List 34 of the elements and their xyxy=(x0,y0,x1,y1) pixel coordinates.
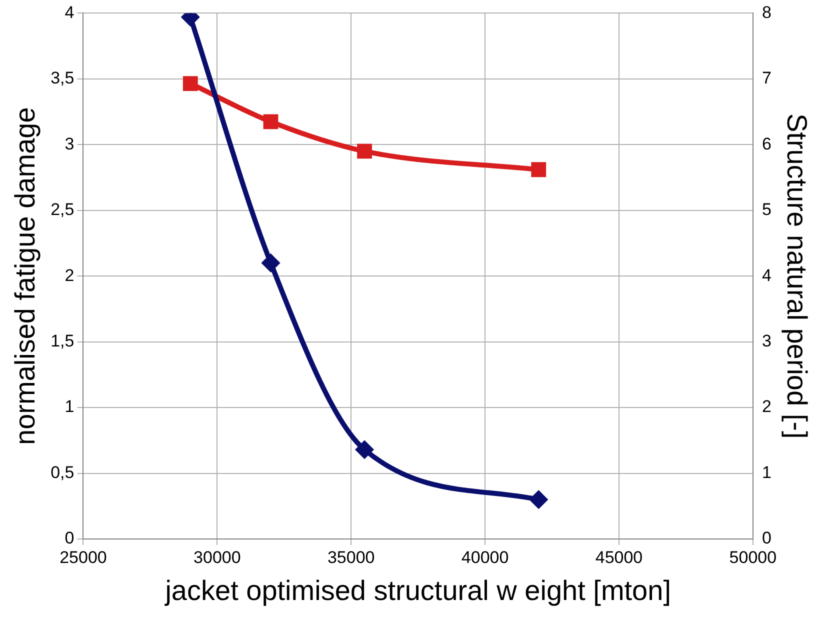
point xyxy=(182,76,198,91)
y2-tick-label: 3 xyxy=(762,332,772,351)
y-tick-label: 0 xyxy=(64,528,74,548)
point xyxy=(530,491,548,508)
y-tick-label: 1,5 xyxy=(50,332,74,351)
x-tick-label: 25000 xyxy=(60,548,107,567)
x-axis-title: jacket optimised structural w eight [mton] xyxy=(164,574,671,606)
y-tick-label: 3 xyxy=(64,134,74,154)
x-tick-label: 45000 xyxy=(595,548,643,567)
point xyxy=(262,254,280,272)
y-tick-label: 4 xyxy=(64,2,74,22)
y2-tick-label: 8 xyxy=(762,2,772,22)
y-tick-label: 0,5 xyxy=(50,462,74,482)
x-tick-label: 40000 xyxy=(461,548,509,567)
x-tick-label: 35000 xyxy=(327,548,375,567)
y2-tick-label: 4 xyxy=(762,266,772,285)
x-tick-label: 30000 xyxy=(194,548,241,567)
y-axis-title: normalised fatigue damage xyxy=(10,107,41,445)
point xyxy=(263,114,278,130)
y2-axis-title: Structure natural period [-] xyxy=(781,113,812,439)
y2-tick-label: 7 xyxy=(762,68,772,88)
y-tick-label: 3,5 xyxy=(50,68,74,88)
x-tick-label: 50000 xyxy=(729,548,777,567)
y-tick-label: 2 xyxy=(64,266,74,285)
point xyxy=(357,144,372,159)
y2-tick-label: 1 xyxy=(762,462,772,482)
point xyxy=(356,441,374,458)
y2-tick-label: 6 xyxy=(762,134,772,154)
point xyxy=(531,162,546,178)
y2-tick-label: 2 xyxy=(762,397,772,416)
y2-tick-label: 5 xyxy=(762,200,772,220)
y-tick-label: 2,5 xyxy=(50,200,74,220)
y-tick-label: 1 xyxy=(64,397,74,416)
y2-tick-label: 0 xyxy=(762,528,772,548)
